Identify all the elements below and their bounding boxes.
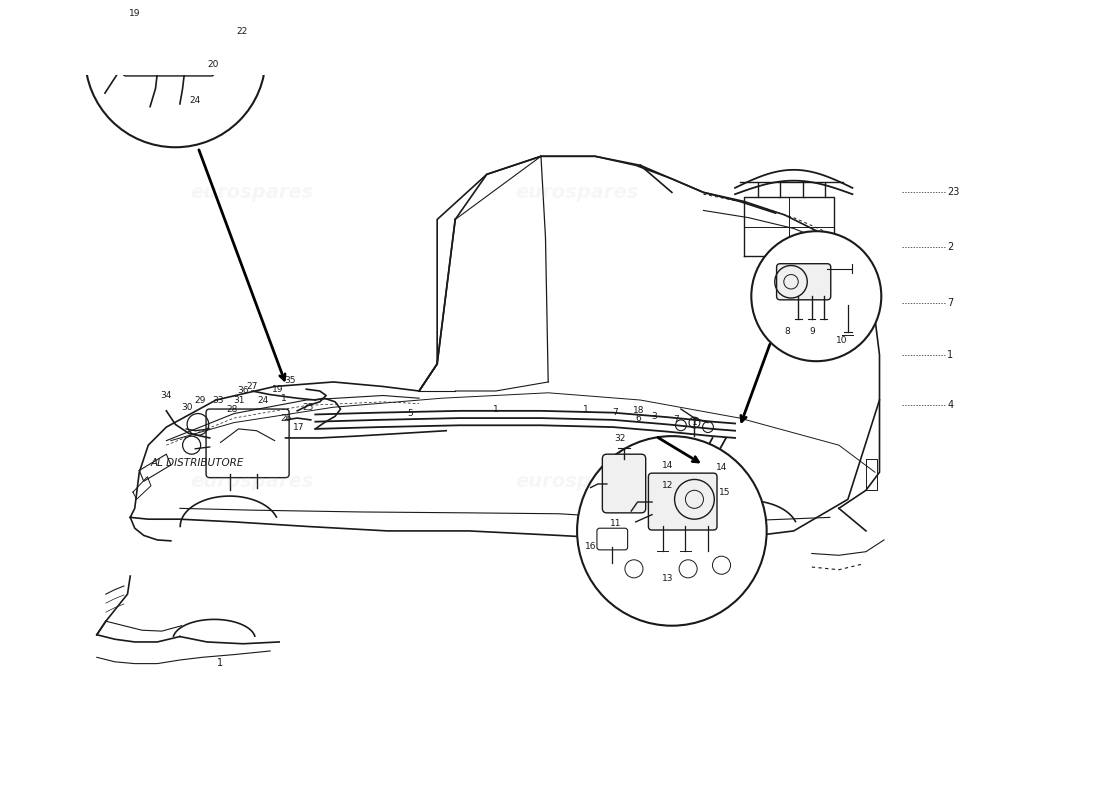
Text: 31: 31 bbox=[233, 395, 244, 405]
Text: 25: 25 bbox=[302, 402, 313, 412]
Text: 1: 1 bbox=[280, 394, 287, 402]
Text: 26: 26 bbox=[280, 414, 293, 422]
Text: 15: 15 bbox=[718, 488, 730, 497]
Circle shape bbox=[85, 0, 265, 147]
Text: 3: 3 bbox=[651, 412, 657, 421]
Text: eurospares: eurospares bbox=[190, 472, 314, 490]
Text: 19: 19 bbox=[129, 9, 141, 18]
FancyBboxPatch shape bbox=[603, 454, 646, 513]
Text: 30: 30 bbox=[182, 402, 192, 412]
Text: 9: 9 bbox=[808, 327, 815, 336]
Text: 14: 14 bbox=[662, 461, 673, 470]
Text: eurospares: eurospares bbox=[516, 183, 639, 202]
Text: 14: 14 bbox=[716, 462, 727, 471]
Text: 4: 4 bbox=[947, 399, 954, 410]
FancyBboxPatch shape bbox=[597, 528, 628, 550]
Text: 8: 8 bbox=[784, 327, 790, 336]
Text: 29: 29 bbox=[194, 395, 206, 405]
Text: 13: 13 bbox=[661, 574, 673, 582]
Text: 23: 23 bbox=[947, 187, 959, 198]
Text: 24: 24 bbox=[257, 395, 268, 405]
Text: 22: 22 bbox=[236, 27, 248, 36]
Text: eurospares: eurospares bbox=[190, 183, 314, 202]
Text: AL DISTRIBUTORE: AL DISTRIBUTORE bbox=[151, 458, 244, 468]
Text: 1: 1 bbox=[947, 350, 954, 360]
Text: 24: 24 bbox=[189, 96, 200, 105]
Text: 7: 7 bbox=[947, 298, 954, 307]
Text: 27: 27 bbox=[246, 382, 257, 391]
Text: 19: 19 bbox=[272, 385, 283, 394]
Text: eurospares: eurospares bbox=[516, 472, 639, 490]
Circle shape bbox=[751, 231, 881, 362]
Text: 34: 34 bbox=[161, 391, 172, 400]
Text: 1: 1 bbox=[493, 405, 498, 414]
Text: 16: 16 bbox=[585, 542, 596, 551]
Text: 6: 6 bbox=[636, 414, 641, 422]
Text: 7: 7 bbox=[612, 408, 618, 417]
Text: 17: 17 bbox=[294, 422, 305, 432]
Text: 7: 7 bbox=[673, 415, 680, 424]
FancyBboxPatch shape bbox=[777, 264, 830, 300]
Text: 2: 2 bbox=[947, 242, 954, 251]
Text: 28: 28 bbox=[227, 405, 238, 414]
Text: 36: 36 bbox=[238, 386, 249, 395]
Text: 1: 1 bbox=[583, 405, 588, 414]
Circle shape bbox=[578, 436, 767, 626]
FancyBboxPatch shape bbox=[206, 409, 289, 478]
FancyBboxPatch shape bbox=[648, 473, 717, 530]
Text: 10: 10 bbox=[836, 336, 847, 345]
FancyBboxPatch shape bbox=[123, 30, 214, 76]
Text: 35: 35 bbox=[284, 376, 296, 385]
Text: 18: 18 bbox=[632, 406, 645, 415]
Text: 20: 20 bbox=[207, 60, 218, 69]
Text: 12: 12 bbox=[662, 481, 673, 490]
Text: 33: 33 bbox=[212, 395, 223, 405]
Text: 1: 1 bbox=[218, 658, 223, 668]
Text: 1: 1 bbox=[692, 418, 697, 427]
Text: 5: 5 bbox=[407, 409, 412, 418]
Text: 32: 32 bbox=[614, 434, 625, 442]
Text: 11: 11 bbox=[610, 519, 621, 529]
